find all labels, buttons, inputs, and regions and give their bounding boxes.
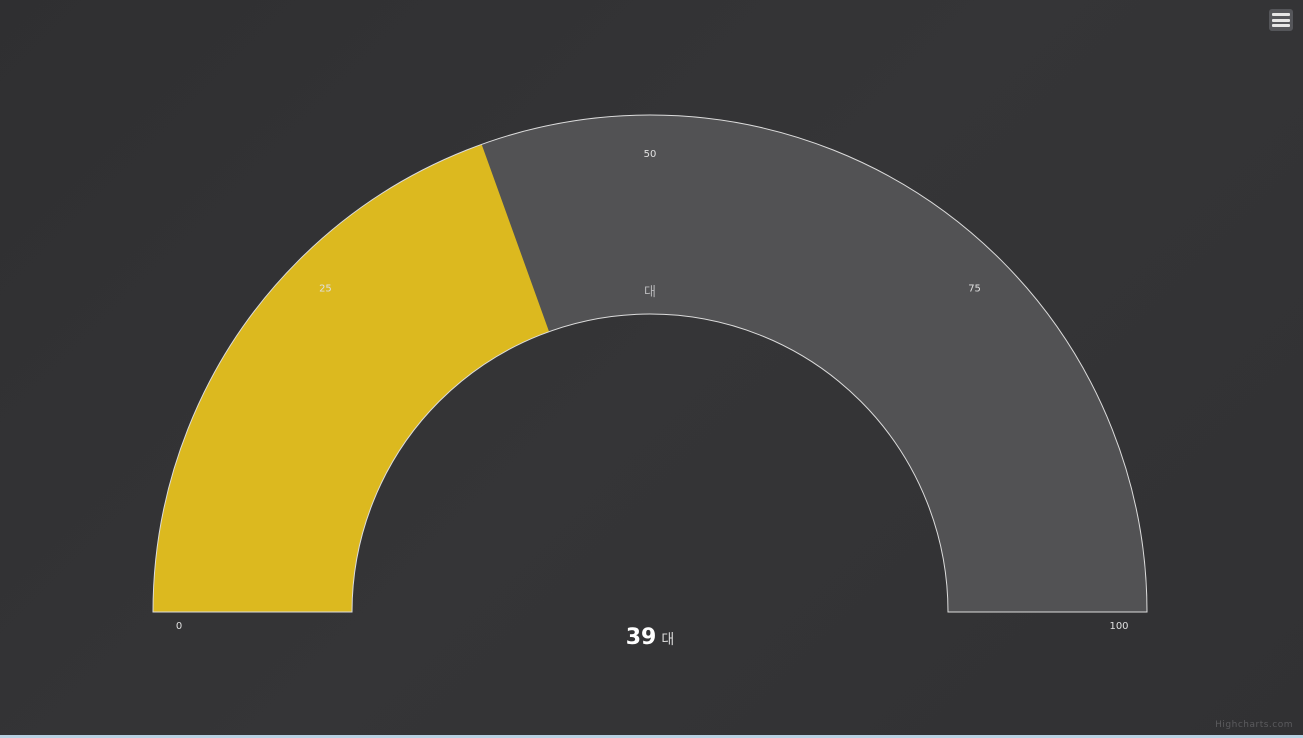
chart-menu-button[interactable] <box>1269 9 1293 31</box>
gauge-value-unit: 대 <box>661 632 674 648</box>
gauge-value-text: 39 <box>626 625 657 650</box>
hamburger-menu-icon-line <box>1272 18 1290 22</box>
gauge-tick-label: 75 <box>968 283 981 294</box>
gauge-value-arc <box>153 144 550 612</box>
hamburger-menu-icon-line <box>1272 24 1290 27</box>
gauge-data-label: 39 대 <box>626 625 675 650</box>
gauge-border-outline <box>152 114 1148 613</box>
hamburger-menu-icon <box>1272 13 1290 16</box>
credits-link[interactable]: Highcharts.com <box>1215 720 1293 730</box>
gauge-center-unit-label: 대 <box>644 285 656 300</box>
gauge-tick-labels: 0 25 50 75 100 <box>176 149 1129 632</box>
gauge-tick-label: 25 <box>319 283 332 294</box>
bottom-edge-strip <box>0 735 1303 738</box>
gauge-tick-label: 50 <box>644 149 657 160</box>
gauge-tick-label: 0 <box>176 621 182 632</box>
gauge-tick-label: 100 <box>1109 621 1128 632</box>
